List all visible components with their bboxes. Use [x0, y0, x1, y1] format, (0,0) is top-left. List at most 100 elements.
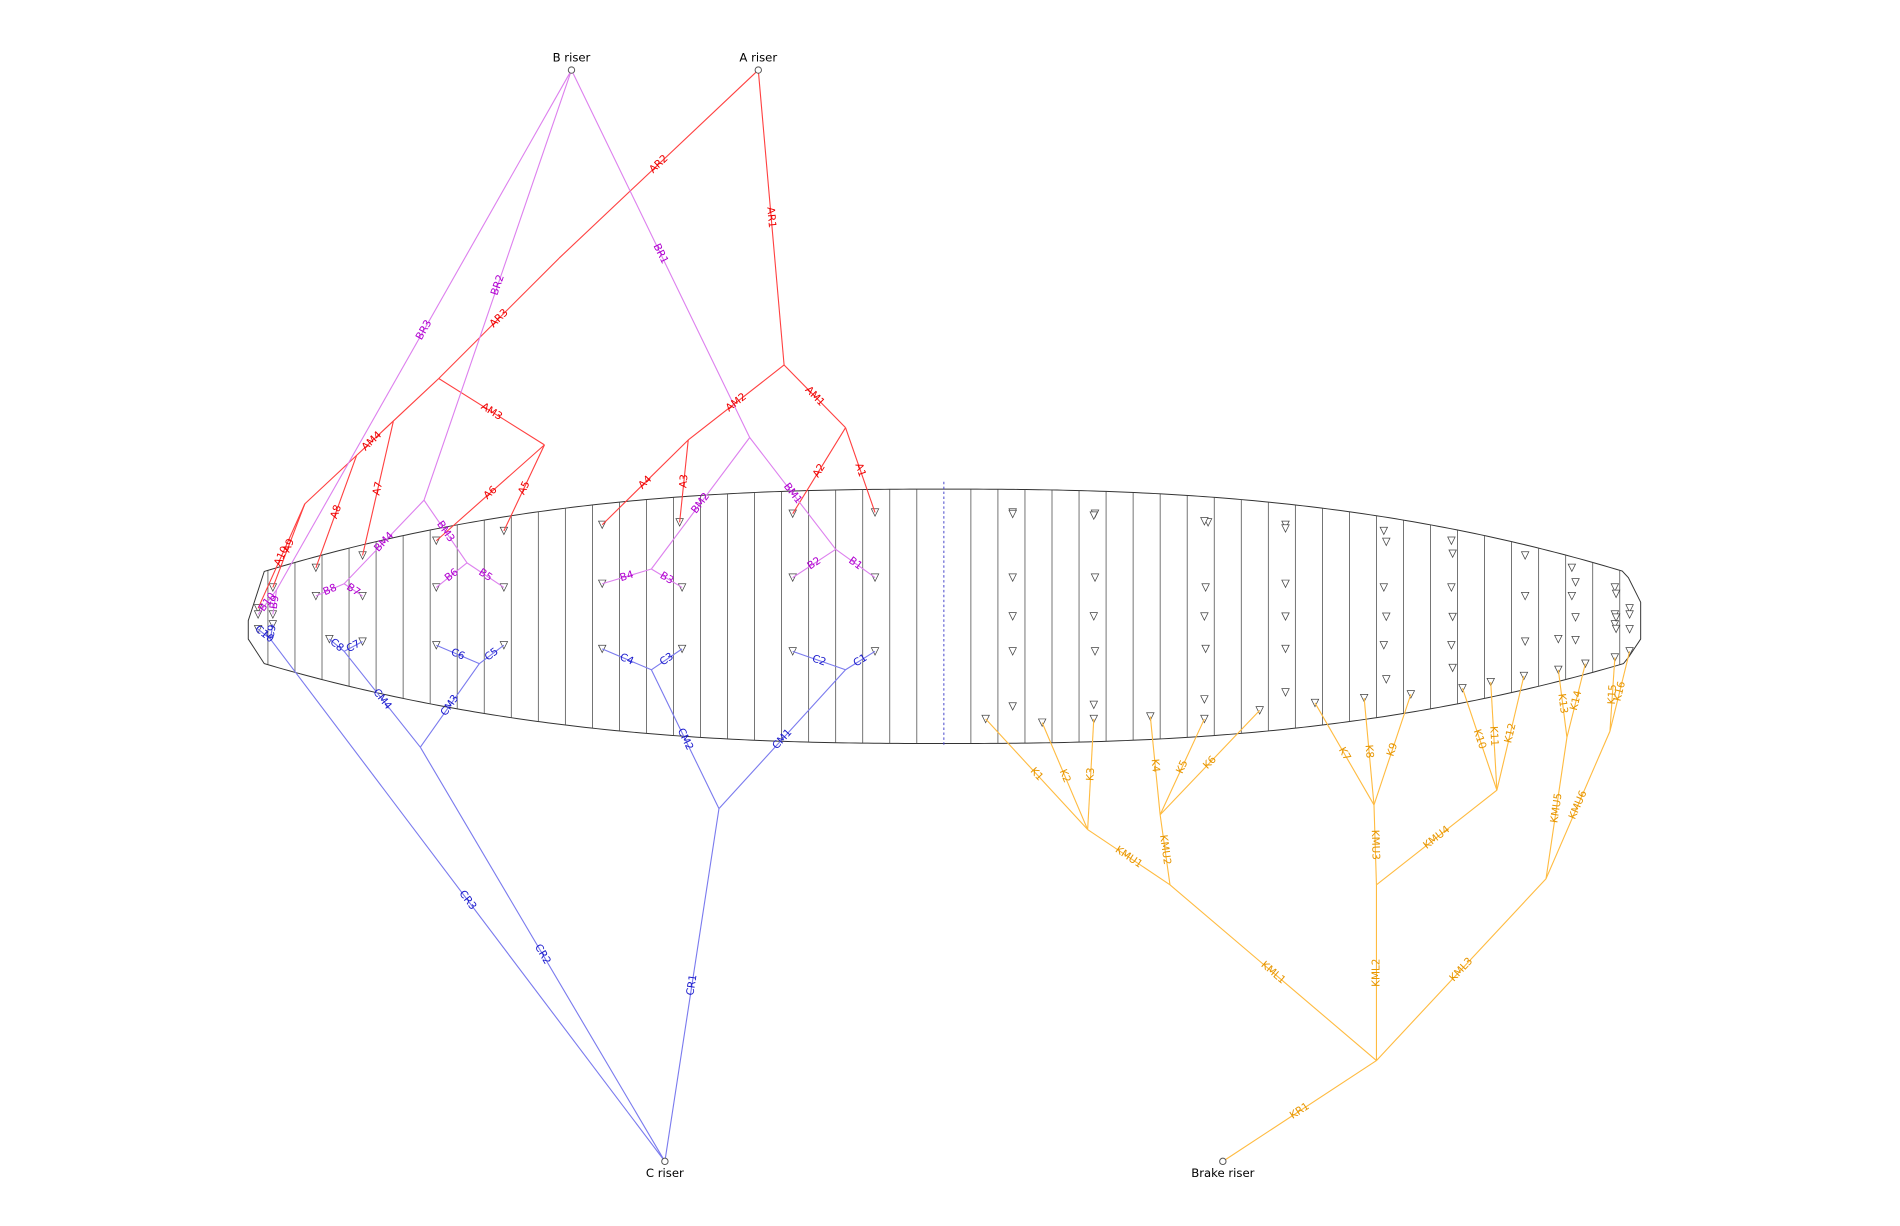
attachment-point	[1611, 624, 1621, 634]
suspension-line	[757, 70, 785, 366]
attachment-point	[1610, 620, 1620, 629]
a-riser-point	[754, 66, 762, 74]
suspension-line	[1545, 731, 1611, 879]
line-label: C9	[265, 624, 279, 640]
attachment-point	[1281, 579, 1290, 589]
attachment-point	[1281, 612, 1290, 622]
suspension-line	[419, 746, 666, 1162]
line-label: K16	[1612, 680, 1628, 702]
suspension-line	[1373, 694, 1412, 806]
line-label: A1	[852, 462, 868, 479]
line-label: K10	[1471, 728, 1489, 751]
suspension-line	[1087, 829, 1171, 886]
line-label: A9	[281, 537, 297, 554]
suspension-line	[272, 503, 306, 588]
attachment-point	[1625, 604, 1634, 613]
attachment-point	[1447, 641, 1456, 650]
suspension-line	[1545, 737, 1568, 879]
line-label: CR2	[532, 942, 553, 966]
attachment-point	[1448, 612, 1457, 622]
line-label: K3	[1084, 767, 1097, 781]
attachment-point	[1625, 610, 1634, 619]
suspension-line	[1169, 884, 1377, 1062]
suspension-line	[423, 69, 573, 501]
suspension-line	[304, 378, 440, 505]
line-label: CM4	[370, 687, 394, 713]
suspension-line	[257, 628, 271, 640]
line-label: K7	[1336, 745, 1353, 763]
suspension-line	[985, 718, 1089, 830]
line-label: C7	[344, 638, 362, 655]
attachment-point	[1625, 625, 1634, 634]
suspension-line	[664, 808, 720, 1162]
attachment-point	[788, 509, 797, 519]
lines	[257, 69, 1631, 1162]
attachment-point	[1008, 702, 1017, 711]
suspension-line	[650, 437, 751, 570]
riser-label: Brake riser	[1191, 1166, 1254, 1180]
line-label: C2	[811, 653, 828, 669]
line-label: A8	[328, 503, 344, 520]
riser-label: B riser	[553, 50, 591, 64]
riser-label: A riser	[739, 50, 777, 64]
suspension-line	[1557, 669, 1568, 738]
line-label: K4	[1149, 758, 1162, 773]
suspension-line	[1461, 688, 1498, 791]
attachment-point	[1200, 695, 1209, 704]
line-label: BR3	[414, 318, 435, 342]
line-label: B2	[805, 555, 823, 573]
attachment-point	[1200, 612, 1209, 621]
suspension-line	[651, 568, 683, 588]
suspension-line	[343, 641, 363, 652]
suspension-line	[466, 562, 505, 588]
suspension-line	[1363, 697, 1375, 806]
suspension-line	[1041, 722, 1089, 830]
attachment-point	[1379, 526, 1389, 536]
line-label: AM3	[479, 401, 505, 423]
attachment-point	[1447, 583, 1456, 592]
suspension-line	[438, 378, 545, 446]
canopy	[247, 481, 1642, 748]
attachment-point	[1379, 583, 1389, 592]
attachment-point	[1281, 688, 1290, 697]
suspension-line	[423, 499, 468, 564]
b-riser-point	[567, 66, 576, 74]
suspension-line	[315, 455, 357, 568]
line-label: K11	[1487, 726, 1500, 747]
line-label: CM2	[675, 726, 696, 752]
line-label: KMU2	[1157, 834, 1173, 866]
attachment-point	[1571, 613, 1580, 622]
riser-label: C riser	[646, 1166, 684, 1180]
line-label: KMU4	[1421, 823, 1452, 851]
suspension-line	[257, 503, 306, 609]
line-label: AR1	[764, 207, 778, 229]
line-label: KMU1	[1113, 844, 1145, 871]
attachment-point	[1201, 583, 1210, 592]
attachment-point	[1379, 641, 1389, 650]
attachment-point	[1381, 675, 1391, 684]
line-label: A3	[677, 474, 690, 489]
suspension-line	[1159, 718, 1205, 816]
suspension-line	[1159, 814, 1171, 885]
line-label: BR2	[489, 273, 507, 297]
attachment-point	[1037, 718, 1047, 728]
attachment-point	[1611, 589, 1621, 599]
attachment-point	[1554, 634, 1563, 644]
line-label: BM1	[781, 481, 804, 506]
suspension-line	[1609, 657, 1616, 732]
suspension-line	[503, 444, 545, 532]
line-label: B3	[658, 570, 676, 587]
attachment-point	[1447, 536, 1456, 546]
line-label: K12	[1502, 722, 1518, 744]
suspension-line	[1222, 1060, 1377, 1162]
attachment-point	[1090, 573, 1100, 583]
suspension-line	[1314, 702, 1375, 806]
c-riser-point	[661, 1157, 669, 1166]
attachment-point	[1089, 511, 1099, 521]
attachment-point	[1200, 517, 1209, 526]
line-label: K5	[1174, 758, 1191, 775]
attachment-point	[1281, 644, 1290, 654]
suspension-line	[315, 583, 345, 597]
